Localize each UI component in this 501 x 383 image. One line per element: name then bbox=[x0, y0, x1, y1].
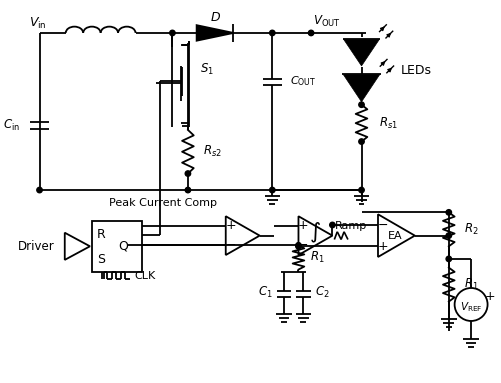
Circle shape bbox=[169, 30, 175, 36]
Text: Ramp: Ramp bbox=[335, 221, 367, 231]
Circle shape bbox=[37, 187, 42, 193]
Text: Driver: Driver bbox=[18, 240, 55, 253]
Text: $D$: $D$ bbox=[209, 11, 220, 24]
Text: −: − bbox=[225, 239, 235, 252]
Text: $C_{\mathrm{in}}$: $C_{\mathrm{in}}$ bbox=[3, 118, 20, 133]
Polygon shape bbox=[196, 25, 233, 41]
Text: $V_{\mathrm{in}}$: $V_{\mathrm{in}}$ bbox=[29, 16, 47, 31]
Text: $R_{s2}$: $R_{s2}$ bbox=[203, 144, 222, 159]
Circle shape bbox=[358, 102, 364, 107]
Text: $S_1$: $S_1$ bbox=[199, 62, 213, 77]
Text: $R_1$: $R_1$ bbox=[463, 277, 478, 292]
Circle shape bbox=[358, 187, 364, 193]
Circle shape bbox=[445, 210, 450, 215]
Circle shape bbox=[358, 139, 364, 144]
Polygon shape bbox=[343, 40, 378, 66]
Circle shape bbox=[329, 222, 335, 228]
Text: S: S bbox=[97, 254, 105, 266]
Polygon shape bbox=[343, 75, 379, 102]
Text: $C_2$: $C_2$ bbox=[314, 285, 329, 300]
Text: +: + bbox=[225, 219, 235, 232]
Bar bbox=[92, 221, 142, 272]
Text: EA: EA bbox=[387, 231, 402, 241]
Text: −: − bbox=[377, 218, 387, 231]
Text: −: − bbox=[298, 239, 308, 252]
Circle shape bbox=[295, 242, 301, 248]
Text: $R_2$: $R_2$ bbox=[463, 222, 478, 237]
Text: $R_{s1}$: $R_{s1}$ bbox=[378, 116, 397, 131]
Text: R: R bbox=[97, 228, 106, 241]
Text: Peak Current Comp: Peak Current Comp bbox=[109, 198, 216, 208]
Circle shape bbox=[295, 244, 301, 249]
Circle shape bbox=[269, 30, 275, 36]
Text: +: + bbox=[377, 240, 387, 253]
Circle shape bbox=[445, 256, 450, 262]
Text: +: + bbox=[483, 290, 494, 303]
Text: $V_{\mathrm{REF}}$: $V_{\mathrm{REF}}$ bbox=[459, 301, 481, 314]
Text: LEDs: LEDs bbox=[399, 64, 430, 77]
Text: $C_1$: $C_1$ bbox=[257, 285, 272, 300]
Circle shape bbox=[445, 233, 450, 238]
Circle shape bbox=[185, 187, 190, 193]
Text: CLK: CLK bbox=[134, 272, 155, 282]
Text: $V_{\mathrm{OUT}}$: $V_{\mathrm{OUT}}$ bbox=[313, 14, 340, 29]
Circle shape bbox=[185, 171, 190, 176]
Text: Q: Q bbox=[118, 240, 128, 253]
Circle shape bbox=[308, 30, 313, 36]
Text: $\int$: $\int$ bbox=[308, 221, 320, 245]
Circle shape bbox=[269, 187, 275, 193]
Text: $R_1$: $R_1$ bbox=[310, 250, 324, 265]
Text: $C_{\mathrm{OUT}}$: $C_{\mathrm{OUT}}$ bbox=[289, 75, 315, 88]
Text: +: + bbox=[298, 219, 308, 232]
